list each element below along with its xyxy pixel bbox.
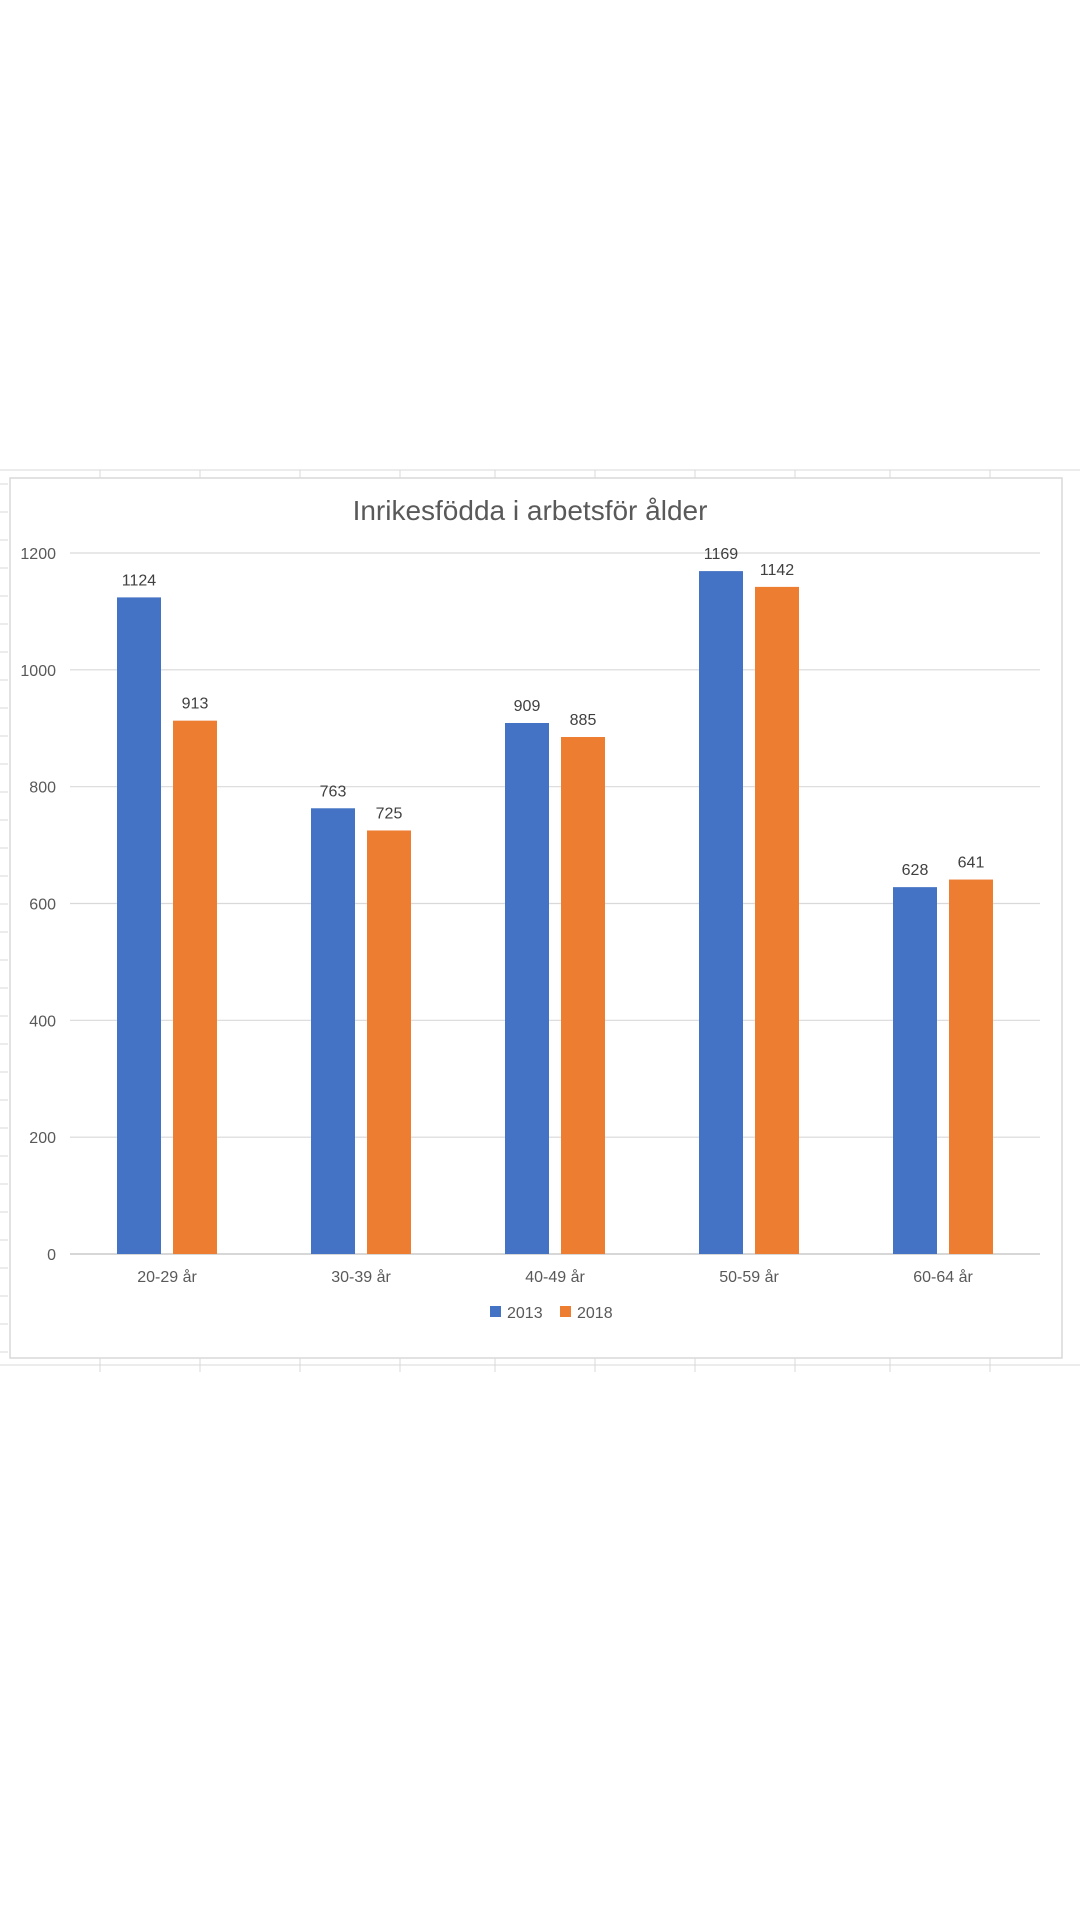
- bar-2018[interactable]: [561, 737, 605, 1254]
- data-label: 913: [182, 696, 209, 713]
- gridlines: [70, 552, 1040, 1255]
- bar-2018[interactable]: [949, 879, 993, 1254]
- x-tick-label: 40-49 år: [525, 1268, 585, 1286]
- chart-title: Inrikesfödda i arbetsför ålder: [353, 495, 708, 526]
- data-labels: 1124 913 763 725 909 885 1169 1142 628 641: [122, 546, 985, 879]
- data-label: 909: [514, 698, 541, 715]
- legend[interactable]: 2013 2018: [490, 1305, 613, 1322]
- legend-swatch: [490, 1306, 501, 1317]
- bar-2013[interactable]: [117, 597, 161, 1254]
- bar-2013[interactable]: [893, 887, 937, 1254]
- bar-2013[interactable]: [505, 722, 549, 1254]
- y-tick-label: 200: [29, 1130, 56, 1147]
- data-label: 763: [320, 783, 347, 800]
- x-tick-label: 20-29 år: [137, 1268, 197, 1286]
- bar-2013[interactable]: [311, 808, 355, 1254]
- data-label: 725: [376, 805, 403, 822]
- bar-2018[interactable]: [173, 720, 217, 1254]
- x-axis: 20-29 år 30-39 år 40-49 år 50-59 år 60-64 år: [137, 1268, 973, 1286]
- bars: [117, 571, 993, 1254]
- data-label: 1169: [704, 546, 739, 563]
- bar-2018[interactable]: [755, 586, 799, 1254]
- data-label: 1124: [122, 572, 157, 589]
- y-axis: 0 200 400 600 800 1000 1200: [20, 546, 56, 1264]
- y-tick-label: 400: [29, 1013, 56, 1030]
- x-tick-label: 50-59 år: [719, 1268, 779, 1286]
- legend-label: 2018: [577, 1305, 613, 1322]
- data-label: 885: [570, 712, 597, 729]
- y-tick-label: 800: [29, 780, 56, 797]
- bar-2013[interactable]: [699, 571, 743, 1254]
- spreadsheet-grid: [0, 469, 1080, 1372]
- data-label: 628: [902, 862, 929, 879]
- legend-label: 2013: [507, 1305, 543, 1322]
- data-label: 1142: [760, 562, 795, 579]
- y-tick-label: 600: [29, 897, 56, 914]
- bar-2018[interactable]: [367, 830, 411, 1254]
- legend-swatch: [560, 1306, 571, 1317]
- x-tick-label: 30-39 år: [331, 1268, 391, 1286]
- y-tick-label: 1000: [20, 663, 56, 680]
- y-tick-label: 0: [47, 1247, 56, 1264]
- x-tick-label: 60-64 år: [913, 1268, 973, 1286]
- data-label: 641: [958, 855, 985, 872]
- y-tick-label: 1200: [20, 546, 56, 563]
